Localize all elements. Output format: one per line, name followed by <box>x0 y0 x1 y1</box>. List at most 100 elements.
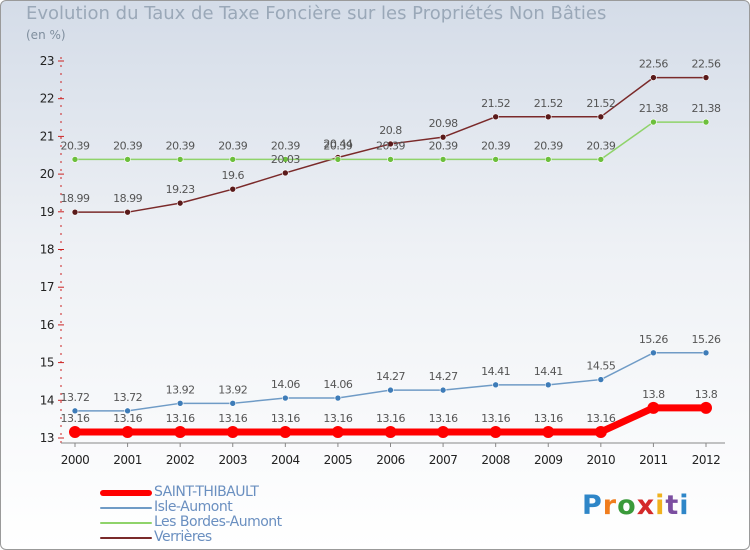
data-label: 20.39 <box>271 139 300 152</box>
logo-letter: P <box>582 490 603 521</box>
data-point <box>121 425 134 438</box>
legend-swatch <box>100 490 152 496</box>
y-tick-label: 13 <box>40 431 54 445</box>
data-point <box>176 156 184 163</box>
data-point <box>387 140 394 148</box>
unit-label: (en %) <box>26 28 66 42</box>
data-point <box>544 156 552 163</box>
x-tick-label: 2011 <box>639 453 668 467</box>
data-point <box>492 381 499 389</box>
data-point <box>71 407 79 415</box>
data-label: 20.39 <box>323 139 352 152</box>
data-label: 13.16 <box>61 412 90 425</box>
x-tick-label: 2010 <box>587 453 616 467</box>
data-label: 13.8 <box>695 388 718 401</box>
data-point <box>282 156 289 163</box>
data-point <box>650 349 657 357</box>
legend-label: SAINT-THIBAULT <box>154 484 259 500</box>
data-point <box>124 407 131 415</box>
x-tick-label: 2006 <box>376 453 405 467</box>
y-tick-label: 19 <box>40 205 54 219</box>
x-tick-label: 2001 <box>113 453 142 467</box>
x-tick-label: 2012 <box>692 453 721 467</box>
data-point <box>597 156 605 163</box>
data-label: 18.99 <box>61 192 90 205</box>
data-label: 13.16 <box>429 412 458 425</box>
data-point <box>279 425 292 438</box>
logo-letter: r <box>602 490 618 521</box>
data-point <box>439 133 447 141</box>
data-label: 15.26 <box>692 333 721 346</box>
line-chart: 13 14 15 16 17 18 19 20 21 22 23 2000 2001 2002 2003 20… <box>40 54 725 467</box>
data-point <box>229 400 237 407</box>
data-point <box>702 118 710 126</box>
logo-letter: i <box>655 490 666 521</box>
data-label: 21.52 <box>481 97 510 110</box>
data-label: 21.38 <box>692 102 721 115</box>
data-label: 20.39 <box>166 139 195 152</box>
data-point <box>282 394 289 402</box>
data-label: 13.92 <box>166 383 195 396</box>
proxiti-logo: Proxiti <box>582 490 690 521</box>
data-label: 21.38 <box>639 102 668 115</box>
data-label: 21.52 <box>586 97 615 110</box>
data-label: 13.92 <box>218 383 247 396</box>
x-tick-label: 2009 <box>534 453 563 467</box>
data-point <box>439 156 447 163</box>
x-tick-label: 2007 <box>429 453 458 467</box>
data-label: 20.39 <box>481 139 510 152</box>
data-label: 13.16 <box>218 412 247 425</box>
data-point <box>384 425 397 438</box>
data-label: 13.16 <box>323 412 352 425</box>
data-label: 13.16 <box>534 412 563 425</box>
logo-letter: o <box>617 490 637 521</box>
x-tick-label: 2005 <box>324 453 353 467</box>
data-label: 21.52 <box>534 97 563 110</box>
data-point <box>124 156 131 163</box>
y-tick-label: 20 <box>40 167 54 181</box>
data-point <box>174 425 187 438</box>
data-label: 13.16 <box>113 412 142 425</box>
data-label: 14.55 <box>586 360 615 373</box>
y-tick-label: 17 <box>40 280 54 294</box>
data-label: 20.39 <box>586 139 615 152</box>
data-point <box>176 199 184 207</box>
data-point <box>226 425 239 438</box>
data-label: 18.99 <box>113 192 142 205</box>
data-point <box>702 74 710 81</box>
data-point <box>597 113 605 121</box>
data-point <box>69 425 81 438</box>
x-tick-label: 2002 <box>166 453 195 467</box>
data-label: 13.16 <box>271 412 300 425</box>
legend-swatch <box>100 522 152 524</box>
data-point <box>331 425 344 438</box>
data-label: 19.6 <box>222 169 245 182</box>
data-label: 20.39 <box>61 139 90 152</box>
data-label: 13.16 <box>166 412 195 425</box>
data-point <box>650 74 657 81</box>
data-label: 13.8 <box>642 388 665 401</box>
data-point <box>489 425 502 438</box>
data-label: 13.72 <box>61 391 90 404</box>
data-label: 13.16 <box>376 412 405 425</box>
y-tick-label: 15 <box>40 356 54 370</box>
logo-letter: x <box>636 490 656 521</box>
data-point <box>544 113 552 121</box>
legend-swatch <box>100 507 152 509</box>
data-label: 14.27 <box>429 370 458 383</box>
data-point <box>492 113 499 121</box>
data-point <box>439 386 447 394</box>
data-point <box>597 376 605 383</box>
y-tick-label: 23 <box>40 54 54 68</box>
legend-label: Verrières <box>154 529 212 545</box>
y-tick-label: 18 <box>40 243 54 257</box>
data-point <box>229 156 237 163</box>
data-label: 13.16 <box>586 412 615 425</box>
y-tick-label: 16 <box>40 318 54 332</box>
data-point <box>387 386 394 394</box>
x-tick-label: 2000 <box>61 453 90 467</box>
data-point <box>71 208 79 216</box>
data-label: 13.16 <box>481 412 510 425</box>
data-point <box>124 208 131 216</box>
